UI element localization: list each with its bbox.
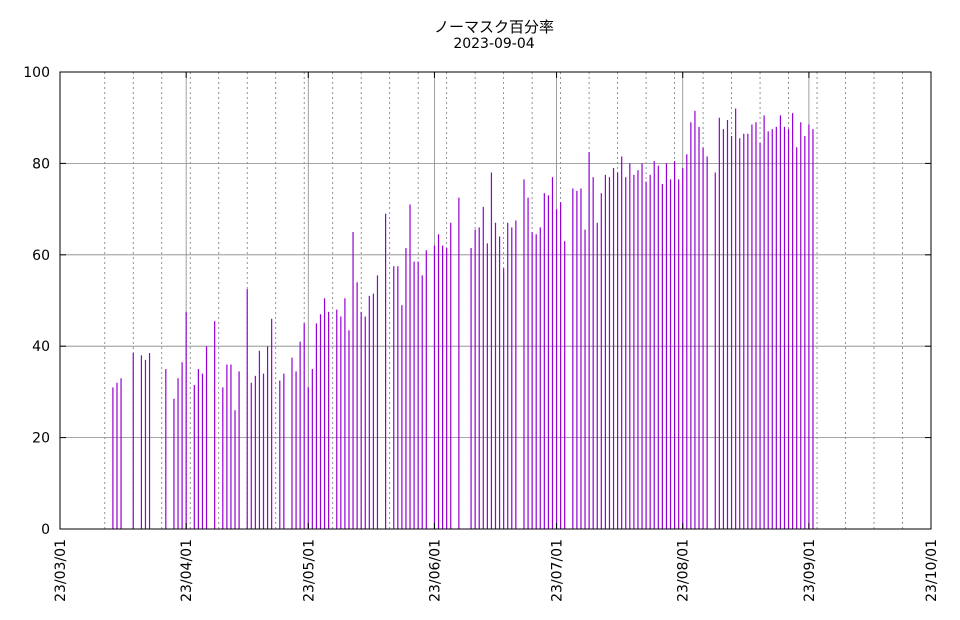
y-tick-label: 0 <box>41 522 50 538</box>
chart-subtitle: 2023-09-04 <box>453 36 535 52</box>
axis-labels: 0 20 40 60 80 100 23/03/01 23/04/01 23/05/01 23/0… <box>23 65 940 602</box>
x-tick-label: 23/06/01 <box>427 539 443 602</box>
chart-title: ノーマスク百分率 <box>433 18 554 36</box>
axis-ticks <box>59 71 932 530</box>
y-tick-label: 100 <box>23 65 50 81</box>
x-tick-label: 23/04/01 <box>179 539 195 602</box>
plot-frame <box>59 71 932 530</box>
x-tick-label: 23/10/01 <box>924 539 940 602</box>
x-tick-label: 23/07/01 <box>550 539 566 602</box>
bar-series <box>112 108 814 529</box>
x-tick-label: 23/03/01 <box>53 539 69 602</box>
x-tick-label: 23/08/01 <box>676 539 692 602</box>
y-tick-label: 80 <box>32 156 50 172</box>
y-tick-label: 40 <box>32 339 50 355</box>
y-tick-label: 60 <box>32 248 50 264</box>
x-tick-label: 23/09/01 <box>802 539 818 602</box>
y-tick-label: 20 <box>32 431 50 447</box>
x-tick-label: 23/05/01 <box>301 539 317 602</box>
